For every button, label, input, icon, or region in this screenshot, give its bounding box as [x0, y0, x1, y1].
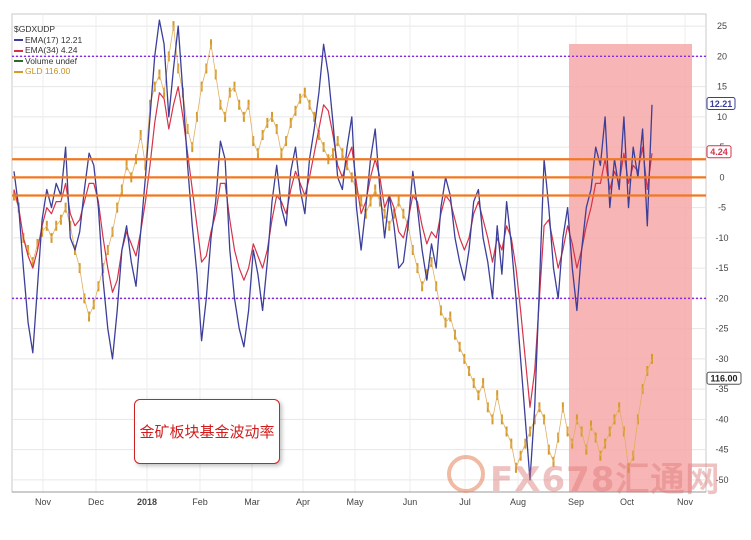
highlight-region — [569, 44, 692, 492]
y-tick-label: 20 — [717, 51, 727, 61]
y-tick-label: 0 — [719, 172, 724, 182]
watermark-logo-icon — [447, 455, 485, 493]
y-tick-label: -45 — [715, 445, 728, 455]
x-tick-label: Apr — [296, 497, 310, 507]
annotation-box: 金矿板块基金波动率 — [134, 399, 280, 464]
value-badge-label: 4.24 — [710, 147, 728, 157]
y-tick-label: -20 — [715, 293, 728, 303]
legend-symbol: $GDXUDP — [14, 24, 56, 34]
legend-label-ema34: EMA(34) 4.24 — [25, 45, 78, 55]
x-tick-label: Jul — [459, 497, 471, 507]
legend-item-ema17: EMA(17) 12.21 — [14, 35, 82, 46]
legend: $GDXUDP EMA(17) 12.21 EMA(34) 4.24 Volum… — [14, 24, 82, 77]
legend-item-volume: Volume undef — [14, 56, 82, 67]
x-tick-label: Mar — [244, 497, 260, 507]
y-tick-label: -40 — [715, 414, 728, 424]
x-tick-label: Dec — [88, 497, 105, 507]
legend-label-gld: GLD 116.00 — [25, 66, 71, 76]
y-tick-label: 10 — [717, 112, 727, 122]
watermark-text: FX678汇通网 — [490, 460, 721, 500]
ema34-line — [13, 85, 653, 408]
value-badge — [706, 145, 732, 159]
legend-label-ema17: EMA(17) 12.21 — [25, 34, 83, 45]
value-badge-label: 116.00 — [710, 374, 737, 384]
legend-item-gld: GLD 116.00 — [14, 66, 82, 77]
y-tick-label: -50 — [715, 475, 728, 485]
x-tick-label: Aug — [510, 497, 526, 507]
x-tick-label: Nov — [677, 497, 694, 507]
y-tick-label: -15 — [715, 263, 728, 273]
x-tick-label: Sep — [568, 497, 584, 507]
legend-item-ema34: EMA(34) 4.24 — [14, 45, 82, 56]
legend-label-volume: Volume undef — [25, 55, 77, 66]
x-tick-label: 2018 — [137, 497, 157, 507]
x-tick-label: Nov — [35, 497, 52, 507]
ema17-line — [13, 19, 653, 481]
y-tick-label: 25 — [717, 21, 727, 31]
y-tick-label: -5 — [718, 203, 726, 213]
x-tick-label: Feb — [192, 497, 208, 507]
value-badge-label: 12.21 — [710, 99, 733, 109]
y-tick-label: -35 — [715, 384, 728, 394]
x-tick-label: Jun — [403, 497, 418, 507]
x-tick-label: May — [346, 497, 364, 507]
y-tick-label: -30 — [715, 354, 728, 364]
y-tick-label: -25 — [715, 324, 728, 334]
x-tick-label: Oct — [620, 497, 635, 507]
annotation-text: 金矿板块基金波动率 — [139, 423, 275, 441]
value-badge — [706, 371, 742, 385]
value-badge — [706, 96, 736, 110]
y-tick-label: 15 — [717, 82, 727, 92]
y-tick-label: -10 — [715, 233, 728, 243]
